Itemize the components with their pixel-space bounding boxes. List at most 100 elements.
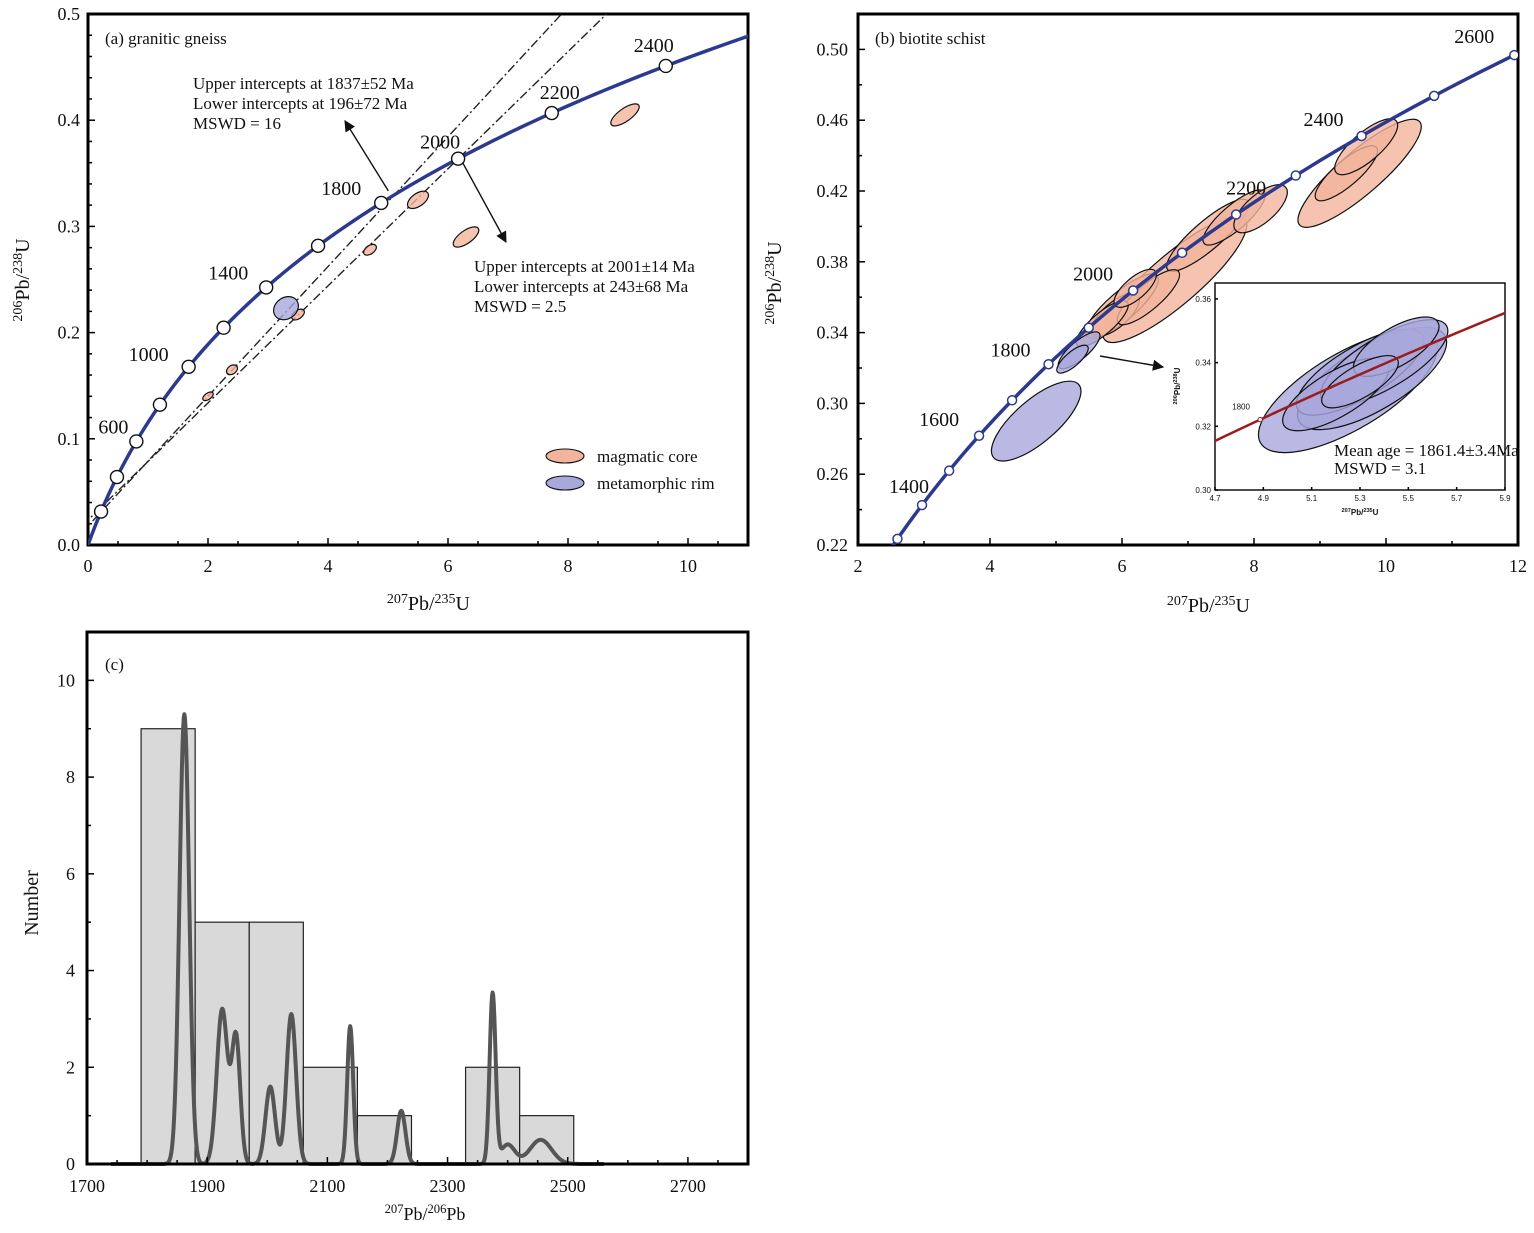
panel-b-xtick-label: 2 — [854, 556, 863, 576]
panel-b-inset-plot-area — [1215, 311, 1505, 454]
panel-a-concordia-granitic-gneiss: 0 2 4 6 8 10 0.0 0.1 0.2 0.3 0.4 0.5 600 1000 1400 1800… — [11, 4, 750, 616]
panel-c-xlabel-sup2: 206 — [428, 1202, 447, 1216]
panel-a-age-label: 1000 — [129, 344, 169, 366]
panel-b-xlabel-sup2: 235 — [1215, 594, 1236, 609]
panel-b-concordia-marker — [1356, 130, 1367, 142]
panel-a-age-label: 2400 — [634, 35, 674, 57]
panel-a-concordia-marker — [374, 195, 389, 211]
panel-a-xlabel: 207Pb/235U — [387, 592, 471, 616]
panel-b-inset-ylabel: 206Pb/238U — [1173, 367, 1182, 404]
panel-a-xtick-label: 0 — [84, 556, 93, 576]
panel-b-inset-xtick-label: 5.5 — [1403, 494, 1415, 503]
panel-b-inset-xlabel-main2: U — [1373, 508, 1379, 517]
panel-b-inset-xlabel-main1: Pb/ — [1351, 508, 1364, 517]
panel-b-inset-xlabel-sup2: 235 — [1363, 508, 1372, 514]
panel-a-title: (a) granitic gneiss — [105, 29, 227, 48]
panel-a-age-label: 1800 — [321, 178, 361, 200]
panel-a-ytick-label: 0.2 — [58, 323, 81, 343]
panel-b-xtick-label: 12 — [1509, 556, 1527, 576]
panel-a-ytick-label: 0.5 — [58, 4, 81, 24]
panel-a-annotation-1-line: MSWD = 16 — [193, 114, 281, 133]
panel-a-xtick-label: 8 — [564, 556, 573, 576]
panel-a-ytick-label: 0.4 — [58, 110, 81, 130]
panel-b-inset-xlabel: 207Pb/235U — [1342, 508, 1379, 517]
panel-b-age-label: 2400 — [1304, 109, 1344, 131]
panel-a-annotation-1: Upper intercepts at 1837±52 Ma Lower inte… — [193, 74, 414, 133]
panel-b-age-label: 1600 — [919, 409, 959, 431]
panel-b-inset-xlabel-sup1: 207 — [1342, 508, 1351, 514]
panel-c-ytick-label: 2 — [66, 1057, 75, 1077]
panel-b-age-label: 2600 — [1454, 26, 1494, 48]
panel-a-concordia-marker — [310, 238, 326, 254]
panel-b-age-label: 2000 — [1073, 264, 1113, 286]
panel-b-concordia-marker — [1428, 90, 1440, 102]
panel-c-xtick-label: 2500 — [550, 1176, 586, 1196]
panel-b-ylabel: 206Pb/238U — [763, 241, 787, 325]
panel-c-xtick-label: 1700 — [69, 1176, 105, 1196]
panel-a-arrow-2 — [461, 162, 507, 243]
panel-b-ytick-label: 0.42 — [817, 181, 849, 201]
panel-a-discordia-line-2 — [88, 14, 608, 522]
panel-b-concordia-marker — [1127, 285, 1139, 296]
panel-b-concordia-marker — [916, 499, 928, 511]
panel-b-inset-ytick-label: 0.30 — [1195, 486, 1211, 495]
panel-a-ylabel: 206Pb/238U — [11, 238, 35, 322]
panel-b-ytick-label: 0.30 — [817, 393, 849, 413]
panel-c-ytick-label: 0 — [66, 1154, 75, 1174]
panel-c-ytick-label: 6 — [66, 864, 75, 884]
panel-b-inset-ylabel-main2: U — [1173, 367, 1182, 373]
panel-b-inset-concordia-curve — [1215, 311, 1505, 443]
panel-b-concordia-marker — [1176, 247, 1188, 259]
panel-b-concordia-biotite-schist: 2 4 6 8 10 12 0.22 0.26 0.30 0.34 0.38 0.42 0.46 0.50… — [763, 12, 1527, 618]
panel-b-inset-mswd: MSWD = 3.1 — [1334, 459, 1426, 478]
panel-c-xlabel-main1: Pb/ — [403, 1204, 427, 1224]
panel-b-xtick-label: 10 — [1377, 556, 1395, 576]
panel-b-age-label: 1400 — [889, 476, 929, 498]
panel-a-concordia-marker — [93, 504, 109, 519]
panel-a-xtick-label: 2 — [204, 556, 213, 576]
panel-b-xlabel: 207Pb/235U — [1167, 594, 1251, 618]
panel-b-ytick-label: 0.50 — [817, 39, 849, 59]
panel-b-ylabel-sup2: 238 — [763, 256, 778, 277]
panel-a-rim-ellipse — [273, 296, 299, 321]
panel-a-annotation-1-line: Upper intercepts at 1837±52 Ma — [193, 74, 414, 93]
panel-b-concordia-marker — [1290, 170, 1302, 181]
panel-a-concordia-marker — [544, 105, 559, 121]
panel-b-inset-concordia-marker — [1257, 416, 1263, 423]
panel-a-ylabel-main1: Pb/ — [12, 273, 34, 300]
panel-b-inset-ylabel-main1: Pb/ — [1173, 382, 1182, 395]
panel-a-xlabel-main2: U — [456, 593, 471, 615]
panel-c-ytick-label: 10 — [57, 670, 75, 690]
panel-a-ylabel-sup2: 238 — [11, 253, 26, 274]
panel-b-xtick-label: 8 — [1250, 556, 1259, 576]
panel-b-xlabel-main2: U — [1236, 595, 1251, 617]
panel-a-concordia-marker — [658, 58, 673, 74]
panel-b-concordia-curve — [891, 51, 1518, 545]
panel-a-legend-swatch-rim — [545, 475, 585, 491]
panel-b-rim-ellipse — [1056, 344, 1089, 374]
panel-a-xlabel-sup2: 235 — [435, 592, 456, 607]
panel-b-ylabel-main1: Pb/ — [764, 276, 786, 303]
panel-a-concordia-marker — [109, 469, 125, 485]
panel-b-inset-xtick-label: 5.9 — [1499, 494, 1511, 503]
panel-c-title: (c) — [105, 655, 124, 674]
panel-a-annotation-2-line: MSWD = 2.5 — [474, 297, 566, 316]
panel-b-concordia-marker — [1083, 322, 1094, 333]
panel-b-concordia-marker — [1509, 49, 1518, 61]
panel-a-xtick-label: 4 — [324, 556, 333, 576]
panel-a-core-ellipse — [225, 364, 239, 376]
panel-a-core-ellipse — [406, 190, 430, 210]
panel-a-concordia-marker — [129, 434, 144, 449]
panel-a-concordia-marker — [450, 151, 466, 166]
panel-b-ytick-label: 0.22 — [817, 535, 849, 555]
panel-b-inset-ytick-label: 0.36 — [1195, 295, 1211, 304]
panel-a-core-ellipse — [363, 243, 377, 256]
panel-a-legend-label-core: magmatic core — [597, 447, 698, 466]
panel-a-age-label: 2200 — [540, 82, 580, 104]
panel-c-histogram-bar — [519, 1115, 575, 1165]
panel-b-concordia-marker — [1043, 359, 1054, 370]
panel-a-xtick-label: 6 — [444, 556, 453, 576]
panel-b-inset-mean-age: Mean age = 1861.4±3.4Ma — [1334, 441, 1519, 460]
panel-b-ylabel-sup1: 206 — [763, 304, 778, 325]
